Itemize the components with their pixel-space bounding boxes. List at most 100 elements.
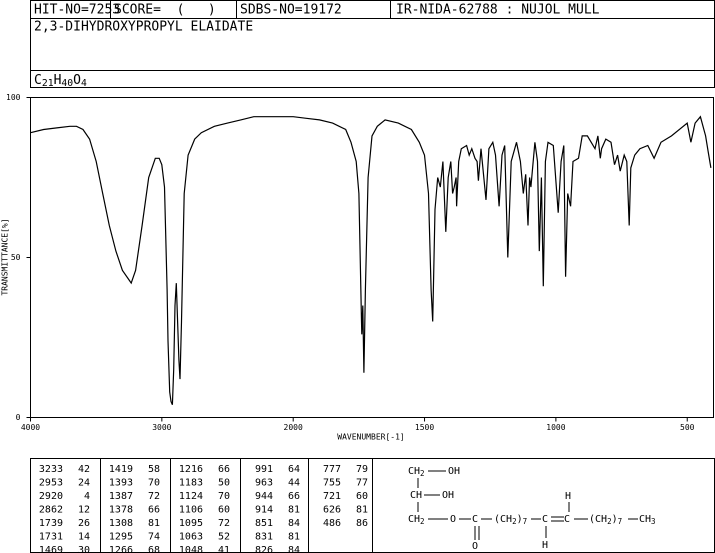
structure-label: O: [450, 514, 456, 525]
method: IR-NIDA-62788 : NUJOL MULL: [396, 3, 600, 18]
peak-transmittance: 14: [78, 532, 90, 543]
peak-wavenumber: 626: [323, 505, 341, 516]
x-tick-label: 1500: [415, 423, 434, 432]
peak-transmittance: 66: [218, 464, 230, 475]
peak-transmittance: 12: [78, 505, 90, 516]
peak-transmittance: 30: [78, 545, 90, 553]
structure-label: CH3: [639, 514, 656, 526]
peak-transmittance: 81: [148, 518, 160, 529]
structure-label: H: [542, 540, 548, 551]
peak-wavenumber: 777: [323, 464, 341, 475]
peak-wavenumber: 1469: [39, 545, 63, 553]
y-tick-label: 0: [16, 413, 21, 422]
peak-wavenumber: 1731: [39, 532, 63, 543]
peak-transmittance: 4: [84, 491, 90, 502]
peak-table: 3233 42 2953 24 2920 4 2862 12 1739 26 1731 14 1469 3…: [39, 464, 368, 553]
peak-transmittance: 68: [148, 545, 160, 553]
peak-transmittance: 41: [218, 545, 230, 553]
structure-label: O: [472, 541, 478, 552]
peak-wavenumber: 1106: [179, 505, 203, 516]
peak-transmittance: 72: [148, 491, 160, 502]
structure-label: C: [564, 514, 570, 525]
peak-transmittance: 84: [288, 518, 300, 529]
compound-name: 2,3-DIHYDROXYPROPYL ELAIDATE: [34, 20, 253, 35]
structure-label: CH2: [408, 466, 425, 478]
plot: 4000 3000 2000 1500 1000 500 0 50 100: [6, 93, 712, 432]
peak-wavenumber: 1393: [109, 478, 133, 489]
peak-wavenumber: 1063: [179, 532, 203, 543]
spectrum-line: [30, 115, 712, 405]
peak-transmittance: 44: [288, 478, 300, 489]
peak-wavenumber: 486: [323, 518, 341, 529]
y-axis-label: TRANSMITTANCE[%]: [1, 218, 10, 295]
peak-wavenumber: 2920: [39, 491, 63, 502]
peak-transmittance: 74: [148, 532, 160, 543]
score: SCORE= ( ): [114, 3, 216, 18]
peak-transmittance: 42: [78, 464, 90, 475]
structure-label: C: [542, 514, 548, 525]
x-tick-label: 1000: [546, 423, 565, 432]
peak-transmittance: 81: [288, 505, 300, 516]
peak-wavenumber: 826: [255, 545, 273, 553]
peak-wavenumber: 1378: [109, 505, 133, 516]
peak-wavenumber: 1095: [179, 518, 203, 529]
hit-no: HIT-NO=7253: [34, 3, 120, 18]
x-tick-label: 3000: [152, 423, 171, 432]
peak-transmittance: 72: [218, 518, 230, 529]
peak-wavenumber: 1295: [109, 532, 133, 543]
peak-wavenumber: 755: [323, 478, 341, 489]
peak-transmittance: 26: [78, 518, 90, 529]
peak-wavenumber: 1216: [179, 464, 203, 475]
peak-transmittance: 79: [356, 464, 368, 475]
structure-label: CH: [410, 490, 422, 501]
peak-wavenumber: 914: [255, 505, 273, 516]
peak-wavenumber: 991: [255, 464, 273, 475]
peak-wavenumber: 1308: [109, 518, 133, 529]
peak-wavenumber: 831: [255, 532, 273, 543]
peak-transmittance: 52: [218, 532, 230, 543]
structure-label: C: [472, 514, 478, 525]
peak-transmittance: 60: [218, 505, 230, 516]
structure-label: H: [565, 491, 571, 502]
x-tick-label: 500: [680, 423, 695, 432]
peak-wavenumber: 1124: [179, 491, 203, 502]
peak-wavenumber: 1183: [179, 478, 203, 489]
peak-transmittance: 66: [148, 505, 160, 516]
peak-wavenumber: 963: [255, 478, 273, 489]
peak-transmittance: 70: [148, 478, 160, 489]
structure-label: (CH2)7: [494, 514, 527, 526]
formula: C21H40O4: [34, 73, 87, 90]
structure: [417, 470, 638, 540]
y-tick-label: 100: [6, 93, 21, 102]
peak-transmittance: 84: [288, 545, 300, 553]
sdbs-no: SDBS-NO=19172: [240, 3, 342, 18]
structure-label: OH: [448, 466, 460, 477]
x-tick-label: 4000: [21, 423, 40, 432]
peak-transmittance: 60: [356, 491, 368, 502]
structure-label: (CH2)7: [589, 514, 622, 526]
peak-transmittance: 50: [218, 478, 230, 489]
peak-wavenumber: 851: [255, 518, 273, 529]
y-tick-label: 50: [11, 253, 21, 262]
peak-transmittance: 81: [288, 532, 300, 543]
peak-wavenumber: 721: [323, 491, 341, 502]
peak-transmittance: 77: [356, 478, 368, 489]
peak-wavenumber: 1048: [179, 545, 203, 553]
x-axis-label: WAVENUMBER[-1]: [337, 433, 404, 442]
peak-wavenumber: 1266: [109, 545, 133, 553]
peak-wavenumber: 944: [255, 491, 273, 502]
peak-transmittance: 81: [356, 505, 368, 516]
structure-label: OH: [442, 490, 454, 501]
peak-transmittance: 24: [78, 478, 90, 489]
structure-label: CH2: [408, 514, 425, 526]
peak-wavenumber: 1739: [39, 518, 63, 529]
peak-transmittance: 86: [356, 518, 368, 529]
peak-transmittance: 70: [218, 491, 230, 502]
peak-wavenumber: 2862: [39, 505, 63, 516]
peak-wavenumber: 1419: [109, 464, 133, 475]
peak-wavenumber: 3233: [39, 464, 63, 475]
x-tick-label: 2000: [284, 423, 303, 432]
peak-wavenumber: 1387: [109, 491, 133, 502]
